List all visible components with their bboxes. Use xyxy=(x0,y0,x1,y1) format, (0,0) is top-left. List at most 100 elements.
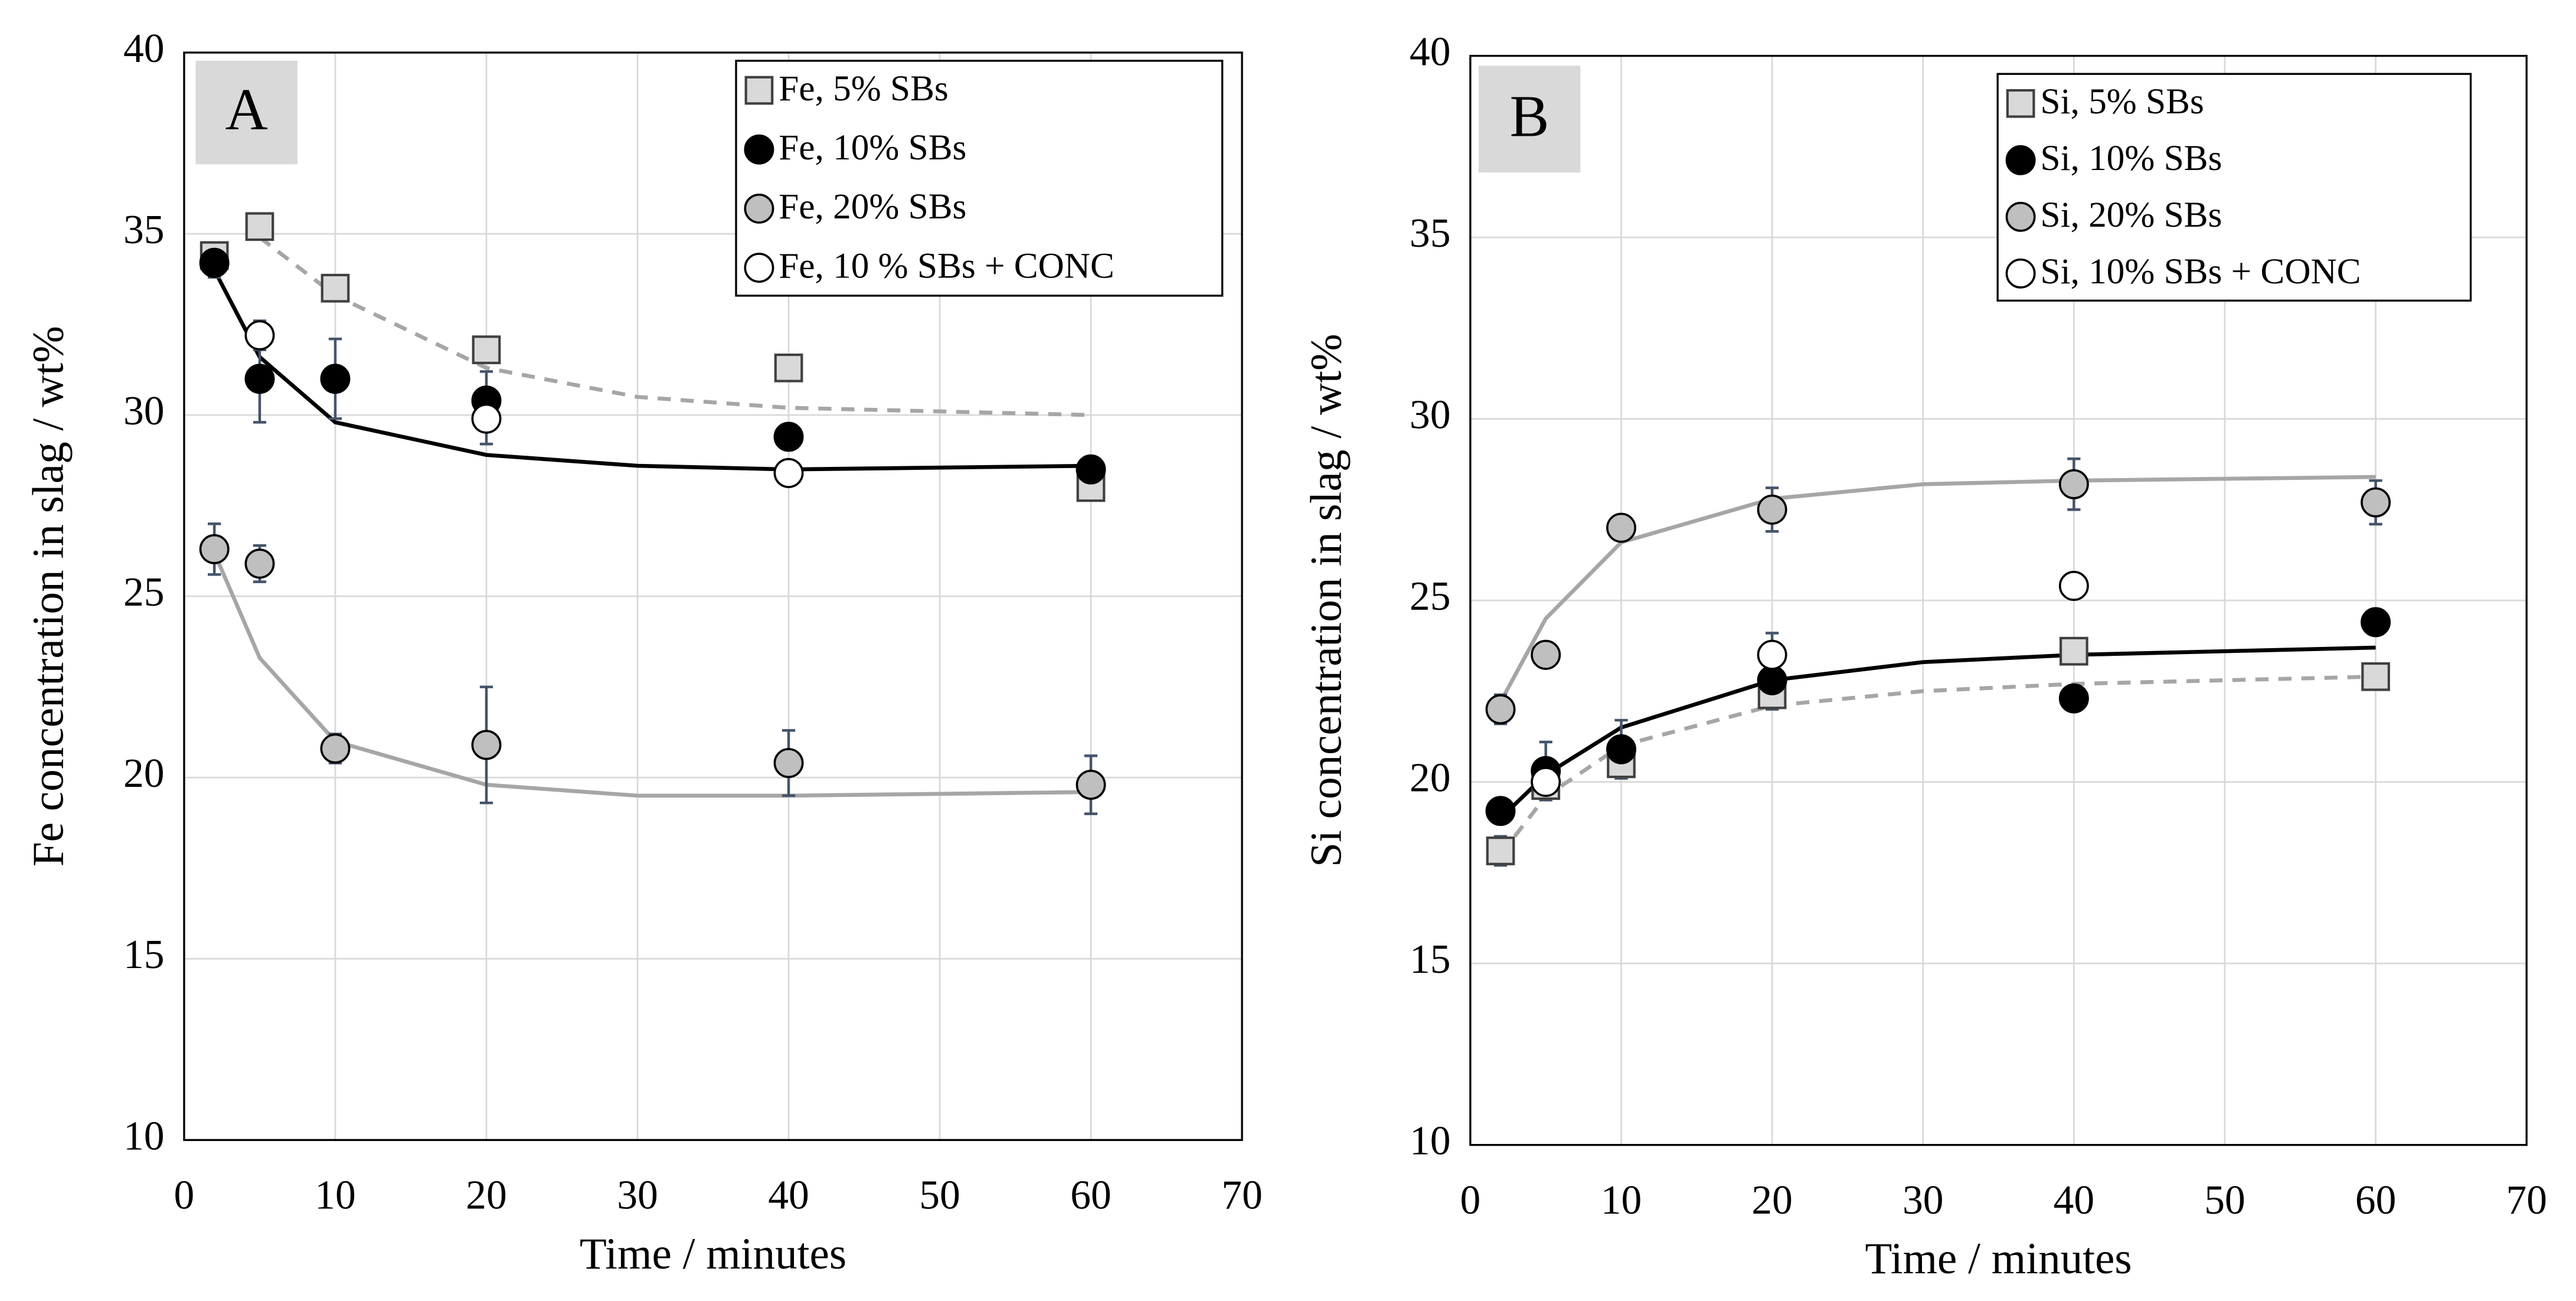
marker xyxy=(1606,734,1636,764)
x-tick-label: 40 xyxy=(2054,1178,2095,1223)
marker xyxy=(2058,571,2089,601)
marker xyxy=(1485,796,1516,826)
marker xyxy=(1531,767,1561,797)
marker xyxy=(471,730,502,760)
marker xyxy=(2058,683,2089,714)
legend-label: Si, 5% SBs xyxy=(2041,81,2204,122)
x-tick-label: 30 xyxy=(617,1172,658,1218)
x-tick-label: 50 xyxy=(919,1172,960,1218)
marker xyxy=(320,364,351,394)
marker xyxy=(472,335,501,364)
x-tick-label: 10 xyxy=(1601,1178,1642,1223)
y-tick-label: 15 xyxy=(123,932,165,978)
y-tick-label: 20 xyxy=(123,751,165,796)
legend-label: Si, 20% SBs xyxy=(2041,195,2222,235)
marker xyxy=(244,320,275,351)
marker xyxy=(244,364,275,394)
y-axis-title: Si concentration in slag / wt% xyxy=(1302,334,1351,867)
marker xyxy=(1757,639,1787,670)
legend-marker xyxy=(2005,258,2036,289)
marker xyxy=(471,403,502,434)
marker xyxy=(199,247,230,278)
y-tick-label: 10 xyxy=(1410,1119,1451,1164)
x-tick-label: 70 xyxy=(2506,1178,2547,1223)
legend-marker xyxy=(744,193,774,224)
legend-box xyxy=(1996,73,2472,302)
legend-marker xyxy=(744,253,774,283)
y-tick-label: 25 xyxy=(123,570,165,615)
fit-line xyxy=(1499,475,2376,703)
y-tick-label: 30 xyxy=(1410,393,1451,438)
panel-label: B xyxy=(1510,83,1549,149)
x-tick-label: 30 xyxy=(1902,1178,1944,1223)
x-tick-label: 50 xyxy=(2204,1178,2245,1223)
y-axis-title: Fe concentration in slag / wt% xyxy=(24,326,73,867)
marker xyxy=(773,421,804,452)
marker xyxy=(199,534,230,564)
marker xyxy=(2060,636,2088,666)
legend-label: Fe, 10% SBs xyxy=(779,128,966,168)
marker xyxy=(1606,512,1636,543)
marker xyxy=(773,748,804,779)
x-axis-title: Time / minutes xyxy=(1865,1234,2132,1283)
marker xyxy=(245,212,274,241)
legend-marker xyxy=(2005,201,2036,232)
marker xyxy=(2361,662,2390,691)
legend-box xyxy=(735,60,1224,297)
panel-label: A xyxy=(225,77,268,142)
legend-label: Si, 10% SBs + CONC xyxy=(2041,251,2361,292)
x-axis-title: Time / minutes xyxy=(580,1230,846,1279)
x-tick-label: 60 xyxy=(2355,1178,2397,1223)
legend-label: Fe, 5% SBs xyxy=(779,68,948,109)
y-tick-label: 20 xyxy=(1410,756,1451,801)
y-tick-label: 40 xyxy=(123,26,165,71)
x-tick-label: 0 xyxy=(1460,1178,1481,1223)
legend-marker xyxy=(744,76,774,105)
marker xyxy=(321,273,350,303)
marker xyxy=(1075,454,1106,485)
fit-line xyxy=(1499,645,2376,820)
x-tick-label: 0 xyxy=(174,1172,195,1218)
marker xyxy=(244,548,275,579)
legend-label: Fe, 20% SBs xyxy=(779,187,966,227)
marker xyxy=(1485,694,1516,725)
x-tick-label: 70 xyxy=(1221,1172,1263,1218)
panel-label-box xyxy=(1478,66,1581,173)
marker xyxy=(320,733,351,764)
legend-marker xyxy=(2006,89,2035,118)
legend-marker xyxy=(744,134,774,165)
x-tick-label: 10 xyxy=(315,1172,356,1218)
marker xyxy=(1486,836,1515,865)
y-tick-label: 30 xyxy=(123,388,165,434)
marker xyxy=(1075,770,1106,800)
x-tick-label: 20 xyxy=(1751,1178,1793,1223)
legend-marker xyxy=(2005,145,2036,175)
plot-border xyxy=(1469,54,2528,1146)
fit-line xyxy=(213,552,1091,798)
marker xyxy=(2361,487,2391,518)
y-tick-label: 40 xyxy=(1410,30,1451,75)
y-tick-label: 10 xyxy=(123,1113,165,1159)
y-tick-label: 25 xyxy=(1410,574,1451,619)
marker xyxy=(774,353,803,383)
x-tick-label: 60 xyxy=(1070,1172,1112,1218)
marker xyxy=(1757,665,1787,695)
marker xyxy=(1531,639,1561,670)
x-tick-label: 20 xyxy=(466,1172,507,1218)
marker xyxy=(773,457,804,488)
plot-border xyxy=(183,51,1243,1141)
y-tick-label: 35 xyxy=(1410,211,1451,256)
x-tick-label: 40 xyxy=(768,1172,809,1218)
marker xyxy=(1757,494,1787,525)
marker xyxy=(2058,469,2089,499)
panel-label-box xyxy=(195,60,298,165)
marker xyxy=(2361,607,2391,638)
legend-label: Fe, 10 % SBs + CONC xyxy=(779,246,1114,286)
y-tick-label: 35 xyxy=(123,207,165,253)
legend-label: Si, 10% SBs xyxy=(2041,138,2222,178)
y-tick-label: 15 xyxy=(1410,937,1451,982)
